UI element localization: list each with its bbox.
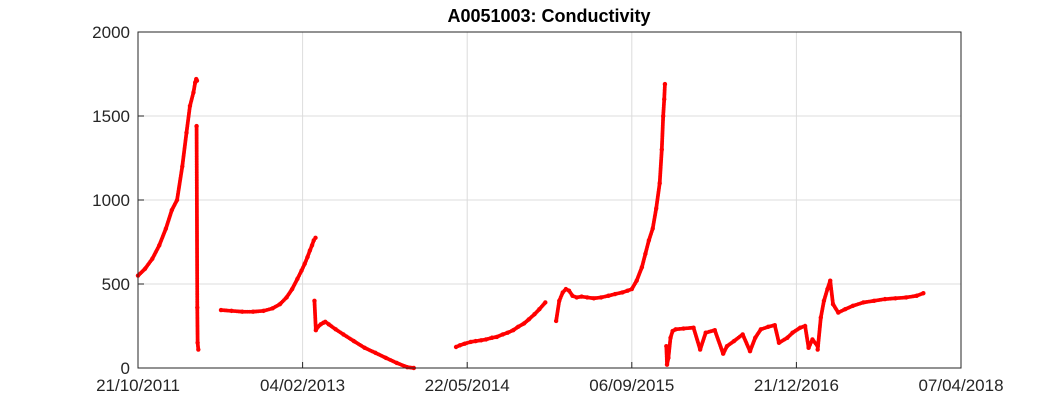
plot-area-frame [137,31,962,369]
x-tick-label: 04/02/2013 [260,376,345,395]
x-tick-label: 07/04/2018 [918,376,1003,395]
x-tick-label: 21/10/2011 [96,376,180,395]
x-tick-label: 06/09/2015 [589,376,674,395]
axis-ticks: 21/10/2011 04/02/2013 22/05/2014 06/09/2015… [92,23,1003,395]
data-point [921,291,926,296]
data-point [196,347,201,352]
data-point [662,81,668,87]
chart-title: A0051003: Conductivity [447,6,650,26]
data-points [135,76,926,371]
data-point [313,235,318,240]
y-tick-label: 1500 [92,107,130,126]
data-point [194,78,200,83]
data-point [543,300,548,305]
y-tick-label: 500 [102,275,130,294]
y-tick-label: 0 [121,359,130,378]
y-tick-label: 1000 [92,191,130,210]
y-tick-label: 2000 [92,23,130,42]
x-tick-label: 21/12/2016 [754,376,839,395]
x-tick-label: 22/05/2014 [425,376,510,395]
grid-lines [137,31,962,369]
